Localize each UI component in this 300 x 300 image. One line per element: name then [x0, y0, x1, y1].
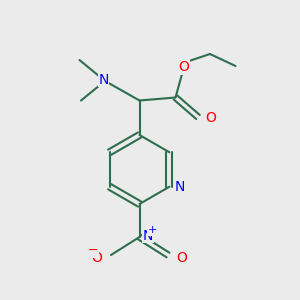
- Text: O: O: [176, 251, 187, 265]
- Text: O: O: [92, 251, 103, 265]
- Text: N: N: [143, 229, 154, 242]
- Text: N: N: [175, 180, 185, 194]
- Text: −: −: [88, 244, 98, 257]
- Text: O: O: [206, 112, 216, 125]
- Text: N: N: [98, 73, 109, 86]
- Text: +: +: [147, 225, 157, 236]
- Text: O: O: [178, 60, 189, 74]
